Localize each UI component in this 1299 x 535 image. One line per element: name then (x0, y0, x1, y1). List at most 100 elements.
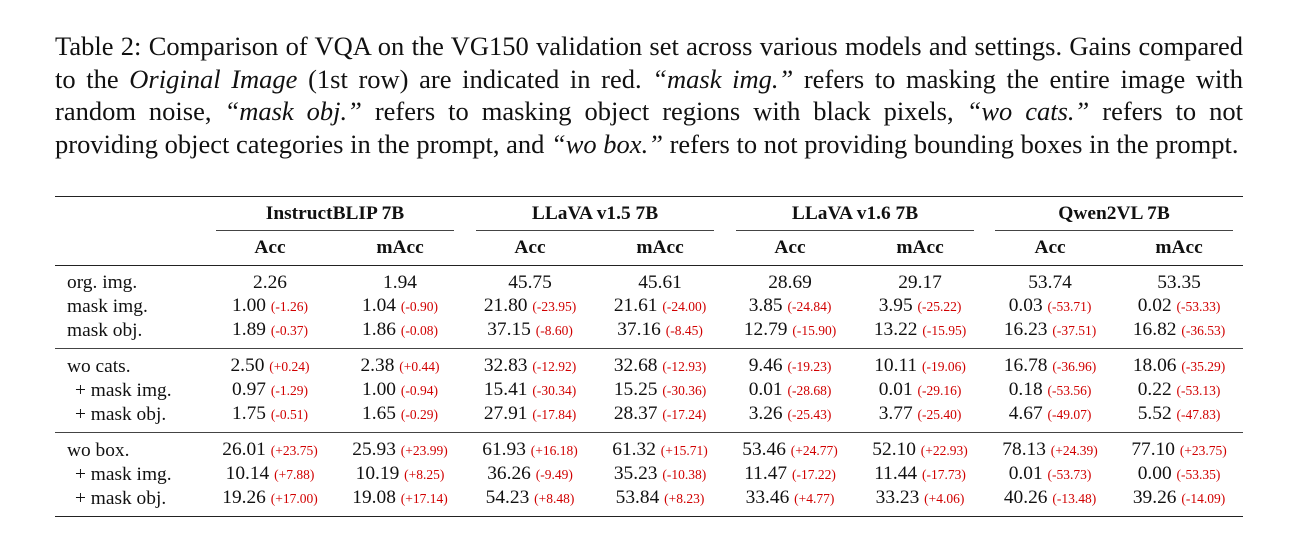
table-cell: 28.69 (725, 266, 855, 295)
table-cell: 0.97 (-1.29) (205, 378, 335, 402)
cell-gain: (+0.24) (269, 359, 310, 374)
cell-gain: (+15.71) (660, 443, 708, 458)
cell-gain: (-49.07) (1047, 407, 1092, 422)
cell-value: 29.17 (898, 272, 942, 293)
cell-gain: (+23.75) (1179, 443, 1227, 458)
cell-value: 10.11 (874, 355, 918, 376)
table-row: + mask obj. 19.26 (+17.00) 19.08 (+17.14) 5… (55, 486, 1244, 517)
cell-value: 4.67 (1008, 403, 1043, 424)
cell-value: 61.93 (482, 439, 526, 460)
caption-text-1: Table 2: Comparison of VQA on the VG150 … (55, 31, 1243, 94)
caption-text-6: refers to not providing bounding boxes i… (662, 128, 1239, 159)
table-cell: 29.17 (855, 266, 985, 295)
table-cell: 21.61 (-24.00) (595, 294, 725, 318)
table-cell: 33.46 (+4.77) (725, 486, 855, 517)
table-cell: 0.01 (-28.68) (725, 378, 855, 402)
cell-gain: (-53.71) (1047, 299, 1092, 314)
metric-header: Acc (254, 237, 286, 258)
cell-value: 25.93 (352, 439, 396, 460)
cell-gain: (-36.96) (1052, 359, 1097, 374)
cell-value: 53.84 (615, 487, 660, 508)
cell-gain: (-25.40) (917, 407, 962, 422)
caption-text-3: refers to masking the entire image with … (55, 63, 1243, 127)
cell-gain: (-28.68) (787, 383, 832, 398)
cell-gain: (+4.77) (794, 491, 835, 506)
cell-value: 15.25 (613, 379, 658, 400)
row-label: + mask obj. (75, 403, 167, 425)
cell-gain: (+0.44) (399, 359, 440, 374)
cell-value: 21.61 (613, 295, 658, 316)
cell-gain: (+24.39) (1050, 443, 1098, 458)
cell-gain: (+7.88) (274, 467, 315, 482)
cell-gain: (-17.24) (662, 407, 707, 422)
cell-gain: (-53.35) (1176, 467, 1221, 482)
table-cell: 3.95 (-25.22) (855, 294, 985, 318)
cell-value: 37.15 (487, 319, 531, 340)
cell-value: 1.94 (383, 272, 417, 293)
cell-gain: (+23.99) (400, 443, 448, 458)
table-cell: 52.10 (+22.93) (855, 433, 985, 463)
cell-gain: (-24.00) (662, 299, 707, 314)
table-cell: 21.80 (-23.95) (465, 294, 595, 318)
table-cell: 1.00 (-0.94) (335, 378, 465, 402)
cell-gain: (-0.90) (400, 299, 438, 314)
cell-gain: (-47.83) (1176, 407, 1221, 422)
cell-value: 10.19 (355, 463, 400, 484)
cell-gain: (-53.33) (1176, 299, 1221, 314)
cell-gain: (-17.73) (921, 467, 966, 482)
cell-gain: (-9.49) (535, 467, 573, 482)
table-cell: 53.35 (1115, 266, 1243, 295)
table-cell: 2.38 (+0.44) (335, 349, 465, 379)
table-cell: 0.03 (-53.71) (985, 294, 1115, 318)
cell-gain: (-0.51) (270, 407, 308, 422)
cell-value: 1.89 (232, 319, 266, 340)
cell-value: 1.00 (362, 379, 396, 400)
cell-gain: (+24.77) (790, 443, 838, 458)
cell-value: 52.10 (872, 439, 916, 460)
cell-gain: (-12.92) (532, 359, 577, 374)
cell-value: 3.95 (878, 295, 913, 316)
cell-gain: (-15.90) (792, 323, 837, 338)
cell-value: 1.04 (362, 295, 396, 316)
table-cell: 0.22 (-53.13) (1115, 378, 1243, 402)
table-row: wo box. 26.01 (+23.75) 25.93 (+23.99) 61.93… (55, 432, 1244, 463)
table-row: + mask img. 10.14 (+7.88) 10.19 (+8.25) 36.… (55, 462, 1243, 486)
table-cell: 36.26 (-9.49) (465, 462, 595, 486)
cell-value: 53.74 (1028, 272, 1072, 293)
cell-value: 0.01 (1008, 463, 1043, 484)
table-cell: 19.26 (+17.00) (205, 486, 335, 517)
table-cell: 54.23 (+8.48) (465, 486, 595, 517)
header-empty-cell (55, 197, 205, 231)
cell-value: 19.08 (352, 487, 396, 508)
table-cell: 45.61 (595, 266, 725, 295)
cell-value: 39.26 (1132, 487, 1177, 508)
table-caption: Table 2: Comparison of VQA on the VG150 … (55, 30, 1243, 160)
table-cell: 37.15 (-8.60) (465, 318, 595, 349)
cell-gain: (-30.36) (662, 383, 707, 398)
cell-gain: (-53.13) (1176, 383, 1221, 398)
table-cell: 4.67 (-49.07) (985, 402, 1115, 433)
table-cell: 9.46 (-19.23) (725, 349, 855, 379)
table-cell: 18.06 (-35.29) (1115, 349, 1243, 379)
cell-value: 15.41 (483, 379, 528, 400)
cell-value: 0.03 (1008, 295, 1043, 316)
table-cell: 15.41 (-30.34) (465, 378, 595, 402)
cell-gain: (+8.25) (404, 467, 445, 482)
table-cell: 10.19 (+8.25) (335, 462, 465, 486)
table-cell: 16.23 (-37.51) (985, 318, 1115, 349)
table-row: + mask img. 0.97 (-1.29) 1.00 (-0.94) 15.41… (55, 378, 1243, 402)
table-cell: 78.13 (+24.39) (985, 433, 1115, 463)
table-cell: 37.16 (-8.45) (595, 318, 725, 349)
model-header-instructblip: InstructBLIP 7B (205, 197, 465, 231)
cell-value: 21.80 (483, 295, 528, 316)
caption-text-4: refers to masking object regions with bl… (361, 96, 967, 127)
cell-value: 33.23 (875, 487, 920, 508)
cell-gain: (-53.73) (1047, 467, 1092, 482)
table-row: mask obj. 1.89 (-0.37) 1.86 (-0.08) 37.15 (… (55, 318, 1243, 349)
cell-gain: (-1.26) (270, 299, 308, 314)
table-cell: 61.32 (+15.71) (595, 433, 725, 463)
table-row: + mask obj. 1.75 (-0.51) 1.65 (-0.29) 27.91… (55, 402, 1243, 433)
metric-header: Acc (1034, 237, 1066, 258)
cell-value: 13.22 (873, 319, 918, 340)
caption-text-5: refers to not providing object categorie… (55, 96, 1243, 159)
